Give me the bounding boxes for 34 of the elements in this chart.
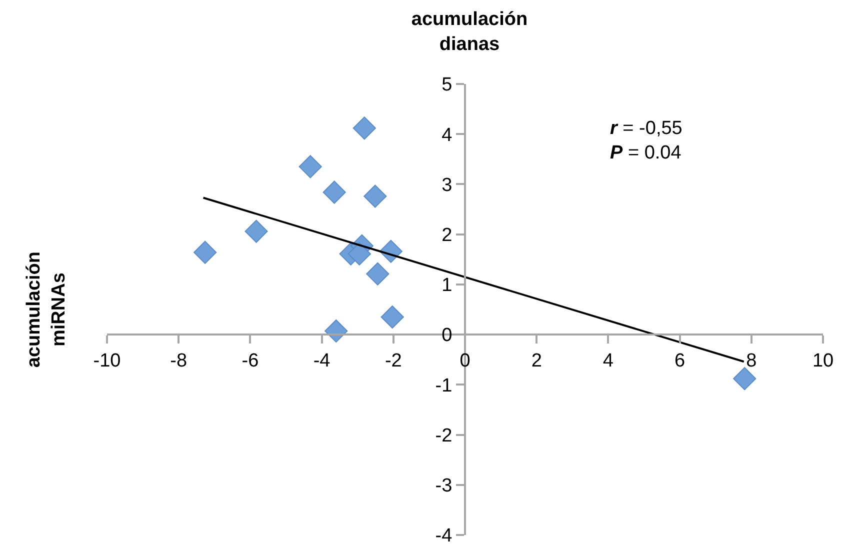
x-tick-label: -8 <box>170 350 188 372</box>
point <box>733 367 756 390</box>
annotation: r = -0,55 P = 0.04 <box>610 118 682 164</box>
y-tick-label: 1 <box>442 275 452 296</box>
point <box>244 220 268 243</box>
x-tick-label: -6 <box>242 350 259 372</box>
x-tick-label: 6 <box>674 350 686 372</box>
y-tick-label: 2 <box>442 224 452 246</box>
point <box>352 116 376 140</box>
x-tick-label: 4 <box>602 350 614 372</box>
y-axis-title: acumulación miRNAs <box>24 251 70 368</box>
point <box>380 305 404 329</box>
x-tick-label: -2 <box>384 350 402 372</box>
point <box>298 155 322 178</box>
y-tick-label: -1 <box>435 375 452 396</box>
x-tick-label: 10 <box>812 350 834 372</box>
x-tick-label: 0 <box>460 350 470 372</box>
y-tick-label: 4 <box>442 124 453 146</box>
y-tick-label: 3 <box>442 174 452 196</box>
y-tick-label: -2 <box>435 425 452 446</box>
point <box>348 242 371 266</box>
x-tick-label: -10 <box>93 350 121 372</box>
y-tick-label: -3 <box>435 476 452 497</box>
point <box>366 262 390 286</box>
y-tick-label: 5 <box>442 74 452 96</box>
y-tick-label: -4 <box>435 526 453 547</box>
chart-title: acumulación dianas <box>411 9 528 55</box>
x-tick-label: 8 <box>746 350 757 372</box>
x-tick-label: 2 <box>531 350 542 372</box>
x-tick-label: -4 <box>313 350 331 372</box>
y-tick-label: 0 <box>442 325 452 346</box>
point <box>322 180 346 204</box>
point <box>364 184 387 208</box>
point <box>194 240 217 264</box>
